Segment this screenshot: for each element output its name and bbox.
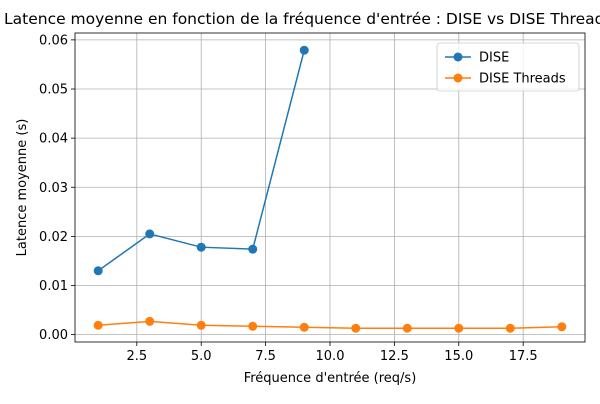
series-layer xyxy=(93,45,567,333)
x-tick-label: 12.5 xyxy=(380,349,409,364)
legend: DISE DISE Threads xyxy=(436,42,580,92)
y-tick-label: 0.04 xyxy=(39,132,68,147)
x-tick-label: 10.0 xyxy=(316,349,345,364)
x-tick-label: 5.0 xyxy=(191,349,212,364)
data-point xyxy=(248,244,258,254)
y-tick-label: 0.01 xyxy=(39,279,68,294)
legend-swatch-marker xyxy=(453,52,463,62)
axis-ticks: 2.5 5.0 7.5 10.0 12.5 15.0 17.5 0.00 0.01 0.02 0.0… xyxy=(39,33,538,364)
data-point xyxy=(454,323,464,333)
x-tick-label: 15.0 xyxy=(444,349,473,364)
data-point xyxy=(402,323,412,333)
series-0 xyxy=(93,45,309,276)
y-tick-label: 0.02 xyxy=(39,230,68,245)
legend-label: DISE xyxy=(479,51,509,66)
x-tick-label: 2.5 xyxy=(126,349,147,364)
legend-item: DISE xyxy=(445,51,509,66)
y-tick-label: 0.03 xyxy=(39,181,68,196)
y-tick-label: 0.05 xyxy=(39,83,68,98)
data-point xyxy=(145,316,155,326)
series-line xyxy=(98,320,562,329)
data-point xyxy=(93,266,103,276)
data-point xyxy=(505,323,515,333)
y-axis-label: Latence moyenne (s) xyxy=(15,119,30,257)
y-tick-label: 0.06 xyxy=(39,33,68,48)
x-axis-label: Fréquence d'entrée (req/s) xyxy=(244,371,417,386)
legend-label: DISE Threads xyxy=(479,72,566,87)
data-point xyxy=(93,320,103,330)
y-tick-label: 0.00 xyxy=(39,328,68,343)
legend-box xyxy=(436,42,580,92)
data-point xyxy=(196,320,206,330)
data-point xyxy=(299,45,309,55)
data-point xyxy=(299,322,309,332)
chart-title: Latence moyenne en fonction de la fréque… xyxy=(4,10,600,28)
data-point xyxy=(351,323,361,333)
x-tick-label: 17.5 xyxy=(509,349,538,364)
data-point xyxy=(557,322,567,332)
data-point xyxy=(248,321,258,331)
series-1 xyxy=(93,316,567,333)
legend-item: DISE Threads xyxy=(445,72,566,87)
data-point xyxy=(196,242,206,252)
legend-swatch-marker xyxy=(453,73,463,83)
x-tick-label: 7.5 xyxy=(255,349,276,364)
data-point xyxy=(145,229,155,239)
